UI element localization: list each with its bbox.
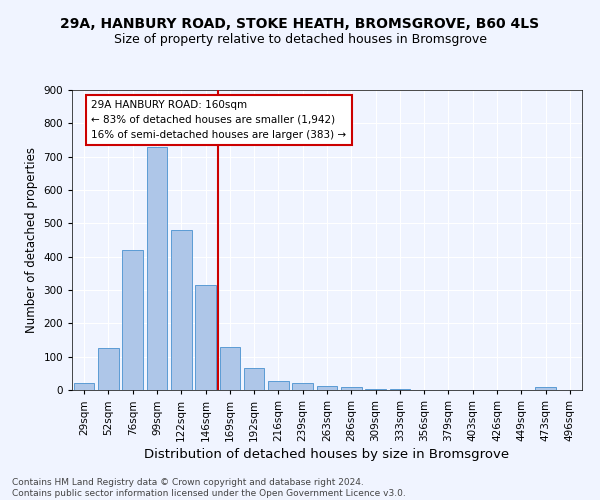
Y-axis label: Number of detached properties: Number of detached properties	[25, 147, 38, 333]
X-axis label: Distribution of detached houses by size in Bromsgrove: Distribution of detached houses by size …	[145, 448, 509, 461]
Bar	[292, 382, 313, 390]
Bar	[365, 388, 386, 390]
Text: Size of property relative to detached houses in Bromsgrove: Size of property relative to detached ho…	[113, 32, 487, 46]
Bar	[220, 346, 240, 390]
Bar	[195, 285, 216, 390]
Text: Contains HM Land Registry data © Crown copyright and database right 2024.
Contai: Contains HM Land Registry data © Crown c…	[12, 478, 406, 498]
Bar	[341, 386, 362, 390]
Bar	[244, 368, 265, 390]
Bar	[535, 388, 556, 390]
Bar	[171, 230, 191, 390]
Bar	[268, 381, 289, 390]
Bar	[98, 348, 119, 390]
Bar	[74, 384, 94, 390]
Text: 29A, HANBURY ROAD, STOKE HEATH, BROMSGROVE, B60 4LS: 29A, HANBURY ROAD, STOKE HEATH, BROMSGRO…	[61, 18, 539, 32]
Text: 29A HANBURY ROAD: 160sqm
← 83% of detached houses are smaller (1,942)
16% of sem: 29A HANBURY ROAD: 160sqm ← 83% of detach…	[91, 100, 347, 140]
Bar	[317, 386, 337, 390]
Bar	[146, 146, 167, 390]
Bar	[389, 389, 410, 390]
Bar	[122, 250, 143, 390]
